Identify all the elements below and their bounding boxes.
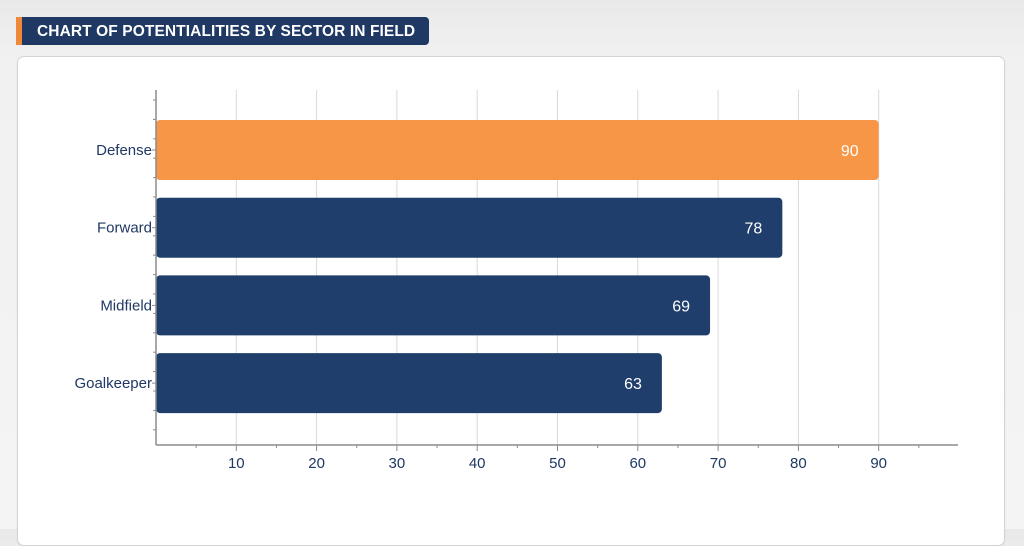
category-label: Goalkeeper [74, 375, 152, 392]
data-label: 78 [745, 221, 763, 238]
x-tick-label: 80 [790, 455, 807, 472]
category-label: Defense [96, 142, 152, 159]
x-tick-label: 20 [308, 455, 325, 472]
x-tick-label: 10 [228, 455, 245, 472]
bar-midfield [156, 275, 711, 336]
x-tick-label: 60 [629, 455, 646, 472]
category-label: Forward [97, 220, 152, 237]
chart-title: CHART OF POTENTIALITIES BY SECTOR IN FIE… [37, 23, 416, 40]
axes [152, 90, 958, 451]
bar-defense [156, 120, 879, 180]
chart-title-tab: CHART OF POTENTIALITIES BY SECTOR IN FIE… [16, 17, 429, 45]
x-tick-label: 30 [389, 455, 406, 472]
bars [156, 120, 879, 414]
category-label: Midfield [100, 297, 152, 314]
bar-chart: 10 20 30 40 50 60 70 80 90 Defense 90 Forward 78 Midf… [74, 90, 958, 472]
x-tick-label: 40 [469, 455, 486, 472]
data-label: 69 [672, 298, 690, 315]
x-tick-label: 90 [870, 455, 887, 472]
bar-forward [156, 197, 783, 258]
data-label: 63 [624, 376, 642, 393]
bar-goalkeeper [156, 353, 662, 414]
x-tick-label: 50 [549, 455, 566, 472]
labels: 10 20 30 40 50 60 70 80 90 Defense 90 Forward 78 Midf… [74, 142, 887, 472]
data-label: 90 [841, 143, 859, 160]
x-tick-label: 70 [710, 455, 727, 472]
